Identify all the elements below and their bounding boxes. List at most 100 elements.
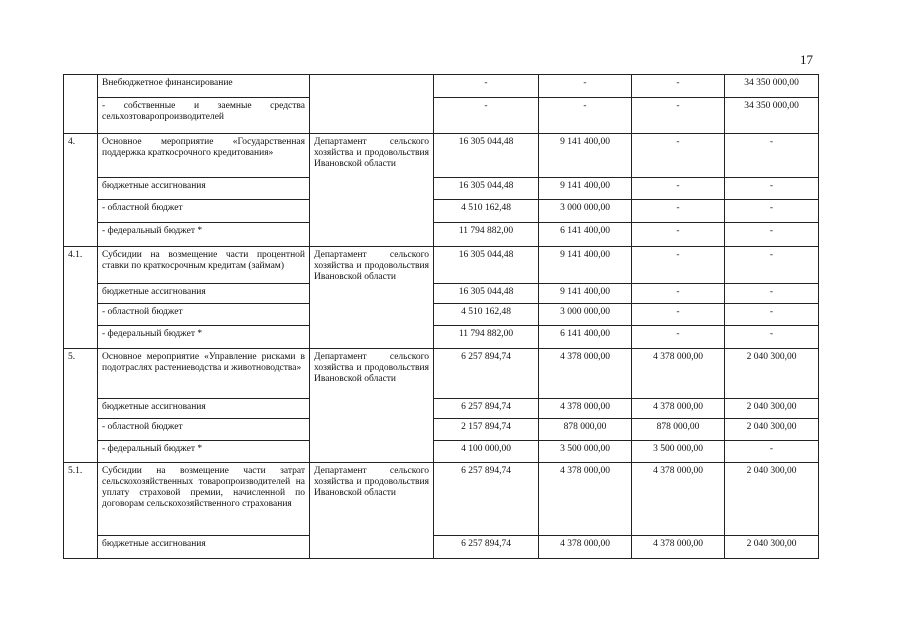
amount-cell: 878 000,00 xyxy=(538,418,632,441)
amount-cell: - xyxy=(631,283,725,304)
amount-cell: - xyxy=(631,133,725,178)
table-row: бюджетные ассигнования 6 257 894,74 4 378 … xyxy=(64,535,819,559)
amount-cell: 16 305 044,48 xyxy=(433,283,539,304)
amount-cell: 9 141 400,00 xyxy=(538,246,632,284)
amount-cell: 2 040 300,00 xyxy=(724,398,819,419)
amount-cell: - xyxy=(631,199,725,223)
amount-cell: 4 378 000,00 xyxy=(631,398,725,419)
executor-cell: Департамент сельского хозяйства и продов… xyxy=(309,462,434,559)
amount-cell: 4 378 000,00 xyxy=(538,535,632,559)
amount-cell: 34 350 000,00 xyxy=(724,97,819,134)
amount-cell: 4 378 000,00 xyxy=(631,535,725,559)
row-name: - областной бюджет xyxy=(97,303,310,326)
row-number: 5.1. xyxy=(63,462,98,559)
amount-cell: - xyxy=(631,222,725,247)
row-name: Субсидии на возмещение части процентной … xyxy=(97,246,310,284)
row-name: - областной бюджет xyxy=(97,418,310,441)
amount-cell: 9 141 400,00 xyxy=(538,283,632,304)
row-number: 4.1. xyxy=(63,246,98,349)
amount-cell: - xyxy=(631,325,725,349)
amount-cell: - xyxy=(433,97,539,134)
amount-cell: 3 500 000,00 xyxy=(538,440,632,463)
row-name: Основное мероприятие «Государственная по… xyxy=(97,133,310,178)
amount-cell: 34 350 000,00 xyxy=(724,74,819,98)
amount-cell: 6 141 400,00 xyxy=(538,325,632,349)
table-row: - областной бюджет 2 157 894,74 878 000,00… xyxy=(64,418,819,441)
amount-cell: 2 040 300,00 xyxy=(724,348,819,399)
row-name: - федеральный бюджет * xyxy=(97,325,310,349)
executor-cell: Департамент сельского хозяйства и продов… xyxy=(309,246,434,349)
page-number: 17 xyxy=(800,52,813,67)
table-row: - федеральный бюджет * 4 100 000,00 3 500 … xyxy=(64,440,819,463)
row-number: 4. xyxy=(63,133,98,247)
table-row: Внебюджетное финансирование - - -34 350 000… xyxy=(63,74,819,134)
amount-cell: 9 141 400,00 xyxy=(538,133,632,178)
amount-cell: 16 305 044,48 xyxy=(433,246,539,284)
table-row: - федеральный бюджет * 11 794 882,00 6 141… xyxy=(64,222,819,247)
amount-cell: 16 305 044,48 xyxy=(433,177,539,200)
row-name: бюджетные ассигнования xyxy=(97,177,310,200)
table-row: бюджетные ассигнования 6 257 894,74 4 378 … xyxy=(64,398,819,419)
row-name: бюджетные ассигнования xyxy=(97,398,310,419)
amount-cell: - xyxy=(538,74,632,98)
amount-cell: 6 257 894,74 xyxy=(433,398,539,419)
amount-cell: 4 100 000,00 xyxy=(433,440,539,463)
amount-cell: 6 141 400,00 xyxy=(538,222,632,247)
amount-cell: - xyxy=(631,177,725,200)
amount-cell: - xyxy=(724,246,819,284)
amount-cell: 9 141 400,00 xyxy=(538,177,632,200)
amount-cell: - xyxy=(724,283,819,304)
amount-cell: 11 794 882,00 xyxy=(433,325,539,349)
amount-cell: - xyxy=(724,222,819,247)
row-name: - собственные и заемные средства сельхоз… xyxy=(97,97,310,134)
funding-table: Внебюджетное финансирование - - -34 350 000… xyxy=(63,74,819,559)
amount-cell: 4 378 000,00 xyxy=(538,462,632,536)
amount-cell: 4 378 000,00 xyxy=(631,462,725,536)
amount-cell: - xyxy=(538,97,632,134)
table-row: 4. Основное мероприятие «Государственная … xyxy=(63,133,819,247)
table-row: 4.1. Субсидии на возмещение части процент… xyxy=(63,246,819,349)
row-name: - федеральный бюджет * xyxy=(97,222,310,247)
row-name: Внебюджетное финансирование xyxy=(97,74,310,98)
amount-cell: 2 040 300,00 xyxy=(724,462,819,536)
amount-cell: 3 000 000,00 xyxy=(538,303,632,326)
amount-cell: 4 510 162,48 xyxy=(433,199,539,223)
amount-cell: 4 378 000,00 xyxy=(538,348,632,399)
amount-cell: 2 040 300,00 xyxy=(724,535,819,559)
amount-cell: 2 157 894,74 xyxy=(433,418,539,441)
amount-cell: - xyxy=(724,325,819,349)
table-row: бюджетные ассигнования 16 305 044,48 9 141… xyxy=(64,283,819,304)
executor-cell: Департамент сельского хозяйства и продов… xyxy=(309,348,434,463)
amount-cell: - xyxy=(724,199,819,223)
amount-cell: 4 510 162,48 xyxy=(433,303,539,326)
table-row: бюджетные ассигнования 16 305 044,48 9 141… xyxy=(64,177,819,200)
amount-cell: - xyxy=(631,74,725,98)
table-row: 5. Основное мероприятие «Управление риска… xyxy=(63,348,819,463)
table-row: 5.1. Субсидии на возмещение части затрат … xyxy=(63,462,819,559)
amount-cell: 6 257 894,74 xyxy=(433,348,539,399)
amount-cell: 3 500 000,00 xyxy=(631,440,725,463)
amount-cell: 6 257 894,74 xyxy=(433,535,539,559)
row-number: 5. xyxy=(63,348,98,463)
row-name: - федеральный бюджет * xyxy=(97,440,310,463)
amount-cell: 4 378 000,00 xyxy=(538,398,632,419)
amount-cell: 16 305 044,48 xyxy=(433,133,539,178)
table-row: - собственные и заемные средства сельхоз… xyxy=(64,97,819,134)
row-name: Субсидии на возмещение части затрат сель… xyxy=(97,462,310,536)
row-name: бюджетные ассигнования xyxy=(97,535,310,559)
row-number xyxy=(63,74,98,134)
amount-cell: - xyxy=(724,177,819,200)
amount-cell: - xyxy=(724,133,819,178)
amount-cell: - xyxy=(724,303,819,326)
amount-cell: 11 794 882,00 xyxy=(433,222,539,247)
amount-cell: 3 000 000,00 xyxy=(538,199,632,223)
amount-cell: - xyxy=(724,440,819,463)
amount-cell: - xyxy=(631,303,725,326)
amount-cell: - xyxy=(631,246,725,284)
amount-cell: 6 257 894,74 xyxy=(433,462,539,536)
amount-cell: 2 040 300,00 xyxy=(724,418,819,441)
table-row: - областной бюджет 4 510 162,48 3 000 000,… xyxy=(64,303,819,326)
row-name: - областной бюджет xyxy=(97,199,310,223)
amount-cell: - xyxy=(433,74,539,98)
row-name: Основное мероприятие «Управление рисками… xyxy=(97,348,310,399)
